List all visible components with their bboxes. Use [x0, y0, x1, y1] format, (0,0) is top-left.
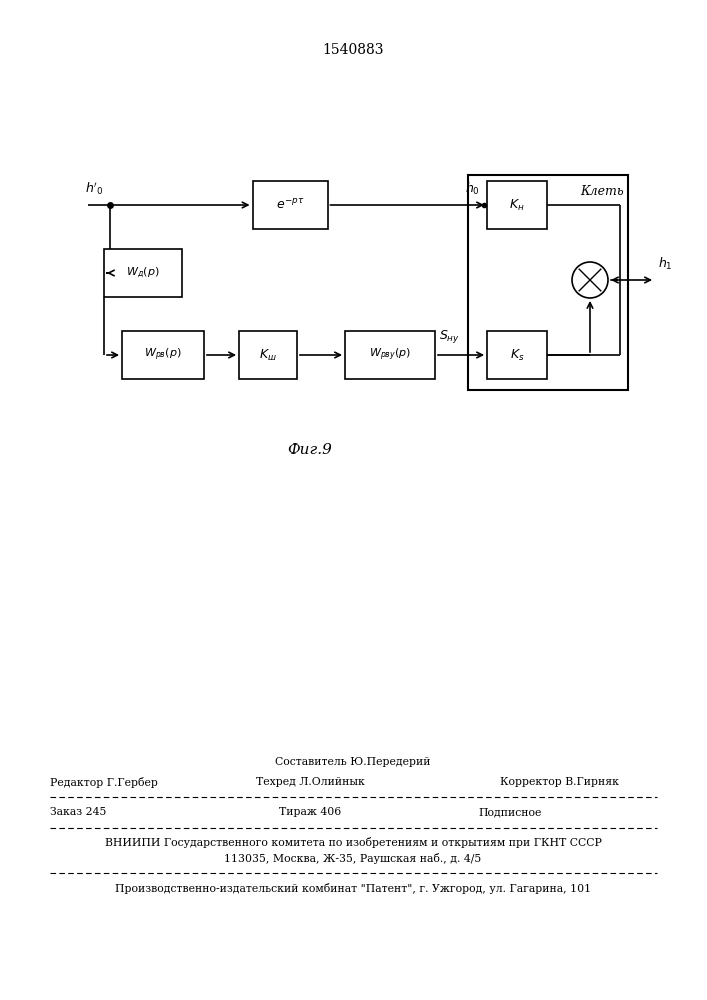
- Text: $W_{рв}(p)$: $W_{рв}(p)$: [144, 347, 182, 363]
- Bar: [345, 331, 435, 379]
- Text: $W_д(p)$: $W_д(p)$: [127, 266, 160, 280]
- Text: Клеть: Клеть: [580, 185, 624, 198]
- Circle shape: [572, 262, 608, 298]
- Bar: [487, 181, 547, 229]
- Text: Составитель Ю.Передерий: Составитель Ю.Передерий: [275, 757, 431, 767]
- Text: Редактор Г.Гербер: Редактор Г.Гербер: [50, 776, 158, 788]
- Text: Производственно-издательский комбинат "Патент", г. Ужгород, ул. Гагарина, 101: Производственно-издательский комбинат "П…: [115, 882, 591, 894]
- Text: $h_1$: $h_1$: [658, 256, 672, 272]
- Bar: [468, 175, 628, 390]
- Bar: [252, 181, 327, 229]
- Text: Подписное: Подписное: [479, 807, 542, 817]
- Text: Тираж 406: Тираж 406: [279, 807, 341, 817]
- Text: Корректор В.Гирняк: Корректор В.Гирняк: [501, 777, 619, 787]
- Text: $e^{-p\tau}$: $e^{-p\tau}$: [276, 198, 304, 212]
- Text: $K_ш$: $K_ш$: [259, 347, 277, 363]
- Text: Техред Л.Олийнык: Техред Л.Олийнык: [255, 777, 364, 787]
- Text: $h'_0$: $h'_0$: [85, 180, 104, 197]
- Bar: [104, 249, 182, 297]
- Text: ВНИИПИ Государственного комитета по изобретениям и открытиям при ГКНТ СССР: ВНИИПИ Государственного комитета по изоб…: [105, 838, 602, 848]
- Text: $K_н$: $K_н$: [509, 197, 525, 213]
- Text: $W_{рву}(p)$: $W_{рву}(p)$: [369, 347, 411, 363]
- Bar: [122, 331, 204, 379]
- Text: $h_0$: $h_0$: [465, 181, 480, 197]
- Text: Заказ 245: Заказ 245: [50, 807, 106, 817]
- Text: $K_s$: $K_s$: [510, 347, 525, 363]
- Bar: [487, 331, 547, 379]
- Bar: [239, 331, 297, 379]
- Text: Фиг.9: Фиг.9: [288, 443, 332, 457]
- Text: $S_{ну}$: $S_{ну}$: [439, 328, 460, 345]
- Text: 1540883: 1540883: [322, 43, 384, 57]
- Text: 113035, Москва, Ж-35, Раушская наб., д. 4/5: 113035, Москва, Ж-35, Раушская наб., д. …: [224, 852, 481, 863]
